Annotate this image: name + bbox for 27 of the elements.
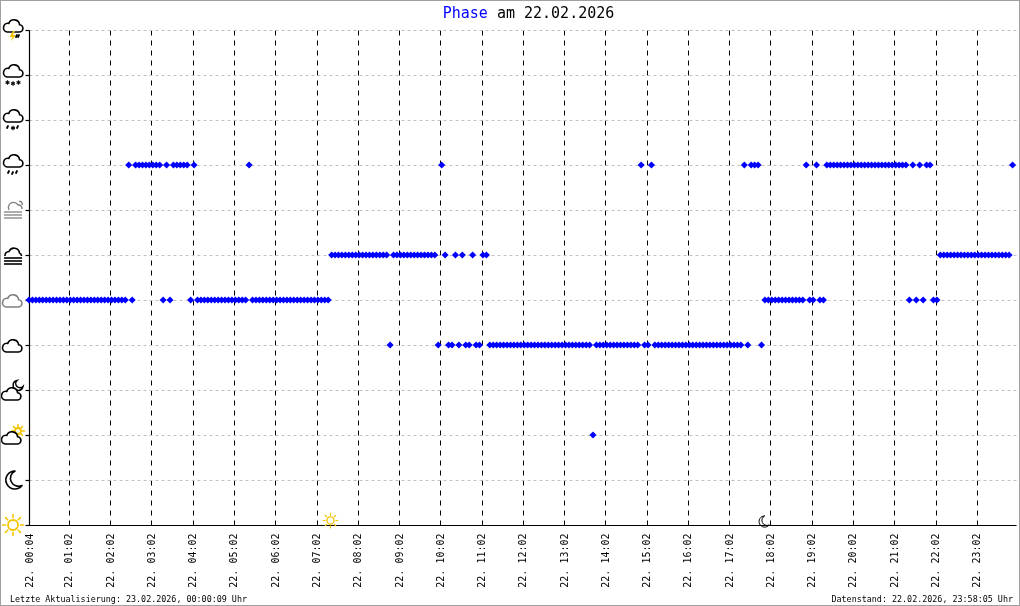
x-tick-label: 22. 16:02 [682,533,694,588]
x-tick-label: 22. 13:02 [558,533,570,588]
x-tick-label: 22. 22:02 [930,533,942,588]
x-tick-label: 22. 08:02 [352,533,364,588]
x-tick-label: 22. 01:02 [63,533,75,588]
x-tick-label: 22. 00:04 [23,533,35,588]
x-tick-label: 22. 23:02 [971,533,983,588]
x-tick-label: 22. 09:02 [393,533,405,588]
x-tick-label: 22. 12:02 [517,533,529,588]
x-tick-label: 22. 07:02 [311,533,322,588]
x-tick-label: 22. 15:02 [641,533,653,588]
x-tick-label: 22. 04:02 [187,533,199,588]
x-tick-label: 22. 10:02 [434,533,446,588]
x-tick-label: 22. 05:02 [228,533,240,588]
x-tick-label: 22. 14:02 [599,533,611,588]
x-tick-label: 22. 21:02 [888,533,900,588]
x-tick-label: 22. 03:02 [145,533,157,588]
x-tick-label: 22. 11:02 [476,533,488,588]
text: Letzte Aktualisierung: 23.02.2026, 00:00:09 Uhr [10,594,247,604]
chart-title: Phase am 22.02.2026 [441,4,616,22]
text: Datenstand: 22.02.2026, 23:58:05 Uhr [831,594,1013,604]
x-tick-label: 22. 19:02 [806,533,818,588]
x-tick-label: 22. 20:02 [847,533,859,588]
x-tick-label: 22. 17:02 [723,533,735,588]
x-tick-label: 22. 18:02 [764,533,776,588]
x-tick-label: 22. 06:02 [269,533,281,588]
x-tick-label: 22. 02:02 [104,533,116,588]
